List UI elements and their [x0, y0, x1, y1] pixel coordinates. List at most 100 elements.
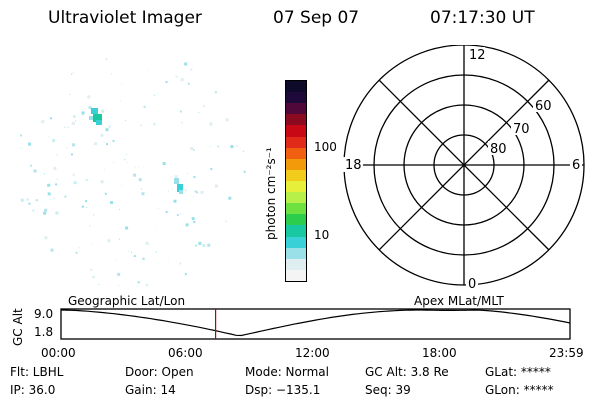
- noise-pixel: [194, 190, 197, 193]
- noise-pixel: [225, 118, 229, 122]
- noise-pixel: [145, 241, 149, 245]
- noise-pixel: [69, 93, 71, 95]
- noise-pixel: [108, 125, 111, 128]
- mlt-line-diag2: [378, 79, 550, 251]
- colorbar-band: [286, 147, 306, 159]
- noise-pixel: [78, 247, 80, 249]
- noise-pixel: [230, 145, 234, 149]
- noise-pixel: [20, 147, 22, 149]
- noise-pixel: [143, 105, 146, 108]
- colorbar-band: [286, 203, 306, 215]
- xtick-1200: 12:00: [295, 346, 330, 360]
- noise-pixel: [94, 142, 98, 146]
- noise-pixel: [125, 226, 129, 230]
- noise-pixel: [120, 185, 122, 187]
- noise-pixel: [168, 190, 169, 192]
- noise-pixel: [173, 199, 177, 203]
- noise-pixel: [88, 106, 92, 110]
- noise-pixel: [93, 214, 95, 216]
- noise-pixel: [185, 223, 189, 227]
- mlat-label-80: 80: [490, 142, 507, 157]
- noise-pixel: [136, 285, 138, 287]
- timeline-plot: [60, 308, 571, 340]
- noise-pixel: [43, 211, 47, 215]
- colorbar-band: [286, 103, 306, 115]
- noise-pixel: [100, 180, 104, 184]
- colorbar-label: photon cm⁻²s⁻¹: [264, 147, 278, 240]
- aurora-patch-lower: [174, 178, 183, 194]
- noise-pixel: [176, 214, 179, 216]
- mlat-label-60: 60: [535, 99, 552, 114]
- noise-pixel: [196, 191, 199, 194]
- noise-pixel: [184, 62, 188, 66]
- noise-pixel: [193, 148, 195, 151]
- colorbar-band: [286, 81, 306, 93]
- noise-pixel: [82, 114, 84, 116]
- noise-pixel: [190, 68, 193, 71]
- colorbar: [285, 80, 307, 282]
- noise-pixel: [85, 200, 88, 203]
- noise-pixel: [153, 123, 156, 126]
- colorbar-band: [286, 136, 306, 148]
- colorbar-band: [286, 236, 306, 248]
- noise-pixel: [55, 183, 58, 186]
- noise-pixel: [202, 244, 206, 248]
- xtick-0600: 06:00: [168, 346, 203, 360]
- noise-pixel: [228, 196, 232, 200]
- noise-pixel: [112, 140, 115, 143]
- noise-pixel: [20, 198, 24, 202]
- noise-pixel: [117, 272, 121, 276]
- colorbar-band: [286, 192, 306, 204]
- info-ip: IP: 36.0: [10, 383, 56, 397]
- noise-pixel: [118, 285, 120, 287]
- timeline-right-title: Apex MLat/MLT: [414, 294, 504, 308]
- timeline-left-title: Geographic Lat/Lon: [68, 294, 186, 308]
- info-door: Door: Open: [125, 365, 194, 379]
- noise-pixel: [209, 122, 213, 126]
- instrument-title: Ultraviolet Imager: [48, 8, 202, 28]
- noise-pixel: [29, 164, 32, 167]
- noise-pixel: [202, 105, 205, 108]
- time-label: 07:17:30 UT: [430, 8, 535, 28]
- noise-pixel: [131, 251, 132, 253]
- noise-pixel: [73, 115, 76, 118]
- colorbar-band: [286, 247, 306, 259]
- noise-pixel: [186, 173, 188, 174]
- noise-pixel: [167, 257, 169, 259]
- noise-pixel: [179, 110, 182, 113]
- noise-pixel: [174, 175, 178, 179]
- noise-pixel: [154, 229, 156, 231]
- noise-pixel: [138, 178, 142, 182]
- noise-pixel: [187, 82, 190, 85]
- noise-pixel: [154, 94, 155, 96]
- colorbar-label-text: photon cm⁻²s⁻¹: [264, 147, 278, 240]
- noise-pixel: [56, 154, 58, 156]
- noise-pixel: [87, 95, 91, 99]
- mlat-label-70: 70: [513, 122, 530, 137]
- noise-pixel: [175, 75, 178, 78]
- noise-pixel: [98, 284, 100, 285]
- noise-pixel: [214, 184, 218, 188]
- noise-pixel: [155, 251, 157, 253]
- noise-pixel: [115, 259, 117, 261]
- noise-pixel: [195, 244, 198, 247]
- noise-pixel: [127, 162, 128, 164]
- noise-pixel: [71, 121, 75, 125]
- noise-pixel: [141, 192, 145, 196]
- noise-pixel: [190, 147, 194, 151]
- noise-pixel: [47, 183, 51, 187]
- uv-image-panel: [20, 58, 246, 287]
- noise-pixel: [162, 162, 166, 165]
- noise-pixel: [72, 143, 76, 147]
- noise-pixel: [128, 251, 130, 253]
- info-gc-alt: GC Alt: 3.8 Re: [365, 365, 449, 379]
- noise-pixel: [124, 159, 126, 161]
- noise-pixel: [50, 199, 52, 201]
- noise-pixel: [55, 211, 59, 215]
- noise-pixel: [180, 213, 181, 214]
- noise-pixel: [35, 199, 38, 202]
- noise-pixel: [91, 244, 93, 246]
- noise-pixel: [53, 198, 55, 199]
- noise-pixel: [133, 173, 137, 177]
- noise-pixel: [105, 58, 108, 61]
